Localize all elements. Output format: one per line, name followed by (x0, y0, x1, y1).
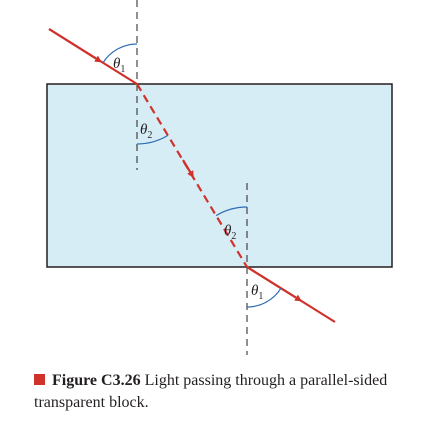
caption-text: Light passing through a parallel-sided t… (34, 372, 388, 411)
figure-caption: Figure C3.26 Light passing through a par… (34, 370, 424, 414)
figure-number: Figure C3.26 (52, 372, 141, 389)
angle-arc-refracted-bottom (215, 206, 248, 217)
emergent-ray-arrow (246, 266, 302, 302)
incident-ray-arrow (48, 28, 102, 63)
angle-label-exit: θ1 (251, 283, 263, 302)
angle-label-entry: θ1 (113, 56, 125, 75)
refracted-ray-arrow (182, 159, 194, 179)
transparent-block (46, 83, 393, 268)
angle-label-refracted-top: θ2 (140, 122, 152, 141)
caption-square-icon (34, 374, 45, 385)
angle-label-refracted-bottom: θ2 (224, 223, 236, 242)
angle-arc-exit (246, 287, 282, 308)
refraction-diagram: θ1 θ2 θ2 θ1 (46, 0, 393, 355)
angle-arc-refracted-top (136, 134, 169, 145)
angle-arc-entry (102, 43, 138, 64)
